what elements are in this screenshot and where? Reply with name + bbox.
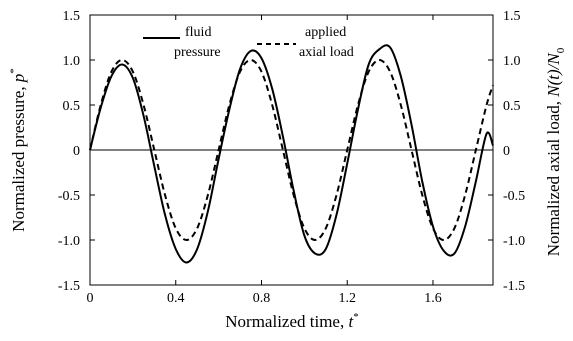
y-right-tick-label: 0 — [503, 144, 510, 159]
y-right-tick-label: 1.5 — [503, 9, 521, 24]
series-line-solid — [89, 44, 494, 264]
legend-label-fluid: fluid — [185, 25, 211, 40]
x-tick-label: 1.2 — [338, 291, 356, 306]
y-right-tick-label: 1.0 — [503, 54, 521, 69]
legend-label-axial-load: axial load — [299, 45, 354, 60]
legend-label-pressure: pressure — [174, 45, 221, 60]
y-right-tick-label: -1.0 — [503, 234, 525, 249]
y-axis-right-title: Normalized axial load, N(t)/N0 — [544, 47, 567, 256]
x-axis-title: Normalized time, t* — [225, 311, 358, 331]
y-left-tick-label: -1.0 — [58, 234, 80, 249]
y-axis-left-title-main: Normalized pressure, — [9, 82, 28, 232]
y-axis-right-title-sub: 0 — [555, 47, 567, 53]
y-left-tick-label: -1.5 — [58, 279, 80, 294]
x-axis-title-var: t — [348, 312, 354, 331]
ticks-group: 0 0.4 0.8 1.2 1.6 1.5 1.0 0.5 0 -0.5 -1.0 -1.5 1.5 1.… — [58, 9, 525, 306]
y-axis-left-title-var: p — [9, 74, 28, 84]
series-line-dashed — [89, 58, 494, 242]
y-right-tick-label: -1.5 — [503, 279, 525, 294]
y-axis-right-title-var: N(t)/N — [544, 52, 563, 98]
y-right-tick-label: 0.5 — [503, 99, 521, 114]
y-left-tick-label: 0 — [73, 144, 80, 159]
y-left-tick-label: 0.5 — [63, 99, 81, 114]
y-axis-left-title: Normalized pressure, p* — [8, 68, 28, 232]
y-axis-left-title-sup: * — [8, 68, 20, 74]
y-right-tick-label: -0.5 — [503, 189, 525, 204]
x-axis-title-sup: * — [353, 311, 359, 323]
x-axis-title-main: Normalized time, — [225, 312, 348, 331]
legend: fluid pressure applied axial load — [143, 25, 354, 60]
y-axis-right-title-main: Normalized axial load, — [544, 97, 563, 257]
y-left-tick-label: 1.0 — [63, 54, 81, 69]
legend-label-applied: applied — [305, 25, 346, 40]
x-tick-label: 0.8 — [253, 291, 271, 306]
series-group — [89, 44, 494, 264]
x-tick-label: 0 — [87, 291, 94, 306]
x-tick-label: 1.6 — [424, 291, 442, 306]
x-tick-label: 0.4 — [167, 291, 185, 306]
y-left-tick-label: 1.5 — [63, 9, 81, 24]
y-left-tick-label: -0.5 — [58, 189, 80, 204]
